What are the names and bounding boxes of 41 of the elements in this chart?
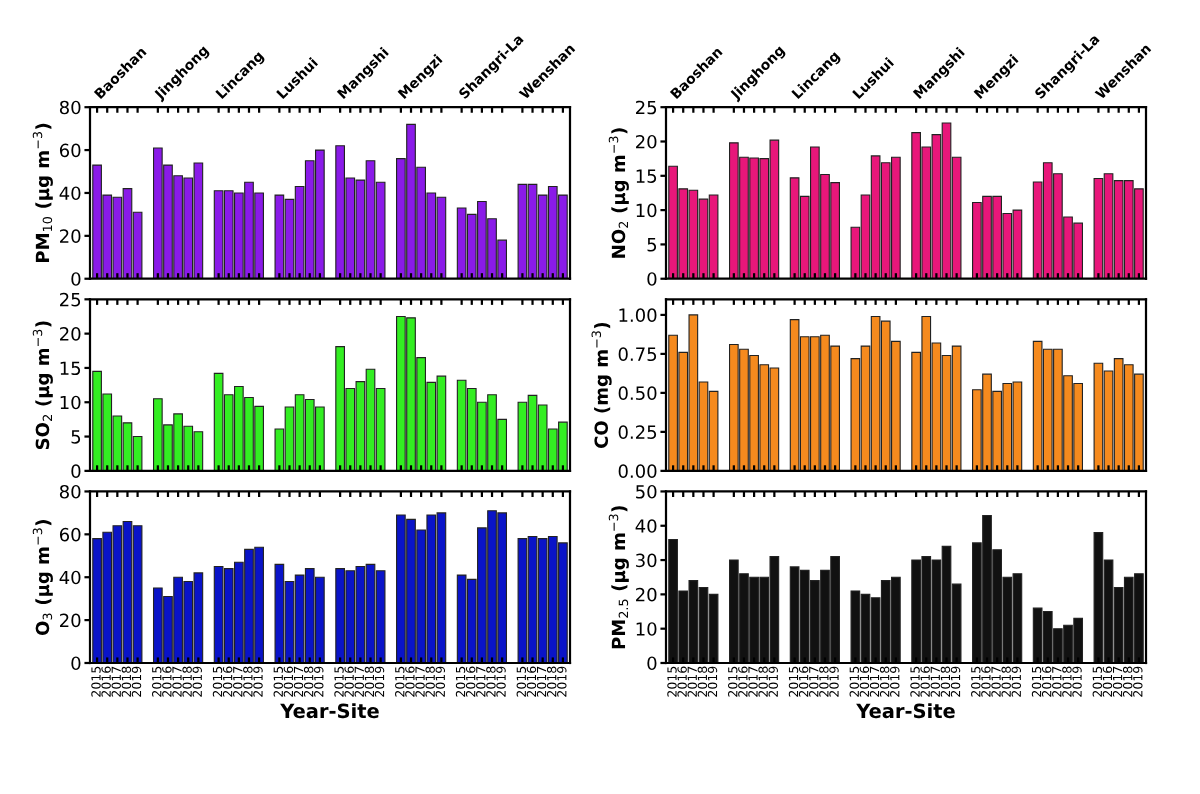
y-tick-label: 10 bbox=[636, 622, 657, 636]
y-tick-label: 40 bbox=[59, 186, 81, 201]
y-tick-label: 20 bbox=[636, 134, 657, 149]
y-tick-label: 0.00 bbox=[618, 464, 657, 478]
y-tick-label: 0 bbox=[71, 464, 81, 478]
y-axis-title: CO (mg m$^{−3}$) bbox=[591, 322, 612, 449]
y-axis-title: O$_{3}$ (μg m$^{−3}$) bbox=[32, 520, 53, 636]
y-tick-label: 40 bbox=[59, 570, 81, 585]
y-tick-label: 10 bbox=[636, 203, 657, 218]
y-tick-label: 0 bbox=[647, 272, 657, 286]
y-tick-label: 15 bbox=[60, 361, 81, 376]
y-tick-label: 60 bbox=[59, 143, 81, 158]
y-tick-label: 20 bbox=[60, 229, 81, 243]
y-tick-label: 20 bbox=[60, 327, 81, 341]
x-axis-title: Year-Site bbox=[280, 703, 379, 719]
y-tick-label: 60 bbox=[59, 527, 81, 542]
y-tick-label: 0.75 bbox=[618, 347, 657, 362]
y-tick-label: 20 bbox=[60, 613, 81, 628]
y-axis-title: PM$_{10}$ (μg m$^{−3}$) bbox=[32, 123, 53, 262]
y-tick-label: 0 bbox=[71, 656, 81, 671]
y-tick-label: 5 bbox=[647, 238, 657, 252]
y-tick-label: 15 bbox=[636, 169, 657, 183]
y-axis-title: NO$_{2}$ (μg m$^{−3}$) bbox=[608, 128, 629, 258]
y-tick-label: 25 bbox=[60, 292, 81, 307]
y-tick-label: 10 bbox=[60, 395, 81, 410]
y-tick-label: 20 bbox=[636, 587, 657, 602]
y-tick-label: 0 bbox=[71, 272, 81, 286]
y-tick-label: 0.50 bbox=[618, 386, 657, 400]
y-tick-label: 5 bbox=[71, 430, 81, 444]
x-axis-title: Year-Site bbox=[856, 703, 955, 719]
y-axis-title: SO$_{2}$ (μg m$^{−3}$) bbox=[32, 321, 53, 450]
y-tick-label: 1.00 bbox=[619, 308, 657, 323]
y-tick-label: 40 bbox=[635, 519, 657, 533]
y-tick-label: 0 bbox=[647, 656, 657, 671]
y-tick-label: 0.25 bbox=[618, 425, 657, 439]
y-axis-title: PM$_{2.5}$ (μg m$^{−3}$) bbox=[608, 506, 629, 649]
y-tick-label: 80 bbox=[59, 484, 81, 499]
y-tick-label: 50 bbox=[636, 484, 657, 499]
y-tick-label: 80 bbox=[59, 100, 81, 115]
y-tick-label: 25 bbox=[636, 100, 657, 115]
y-tick-label: 30 bbox=[636, 553, 657, 568]
